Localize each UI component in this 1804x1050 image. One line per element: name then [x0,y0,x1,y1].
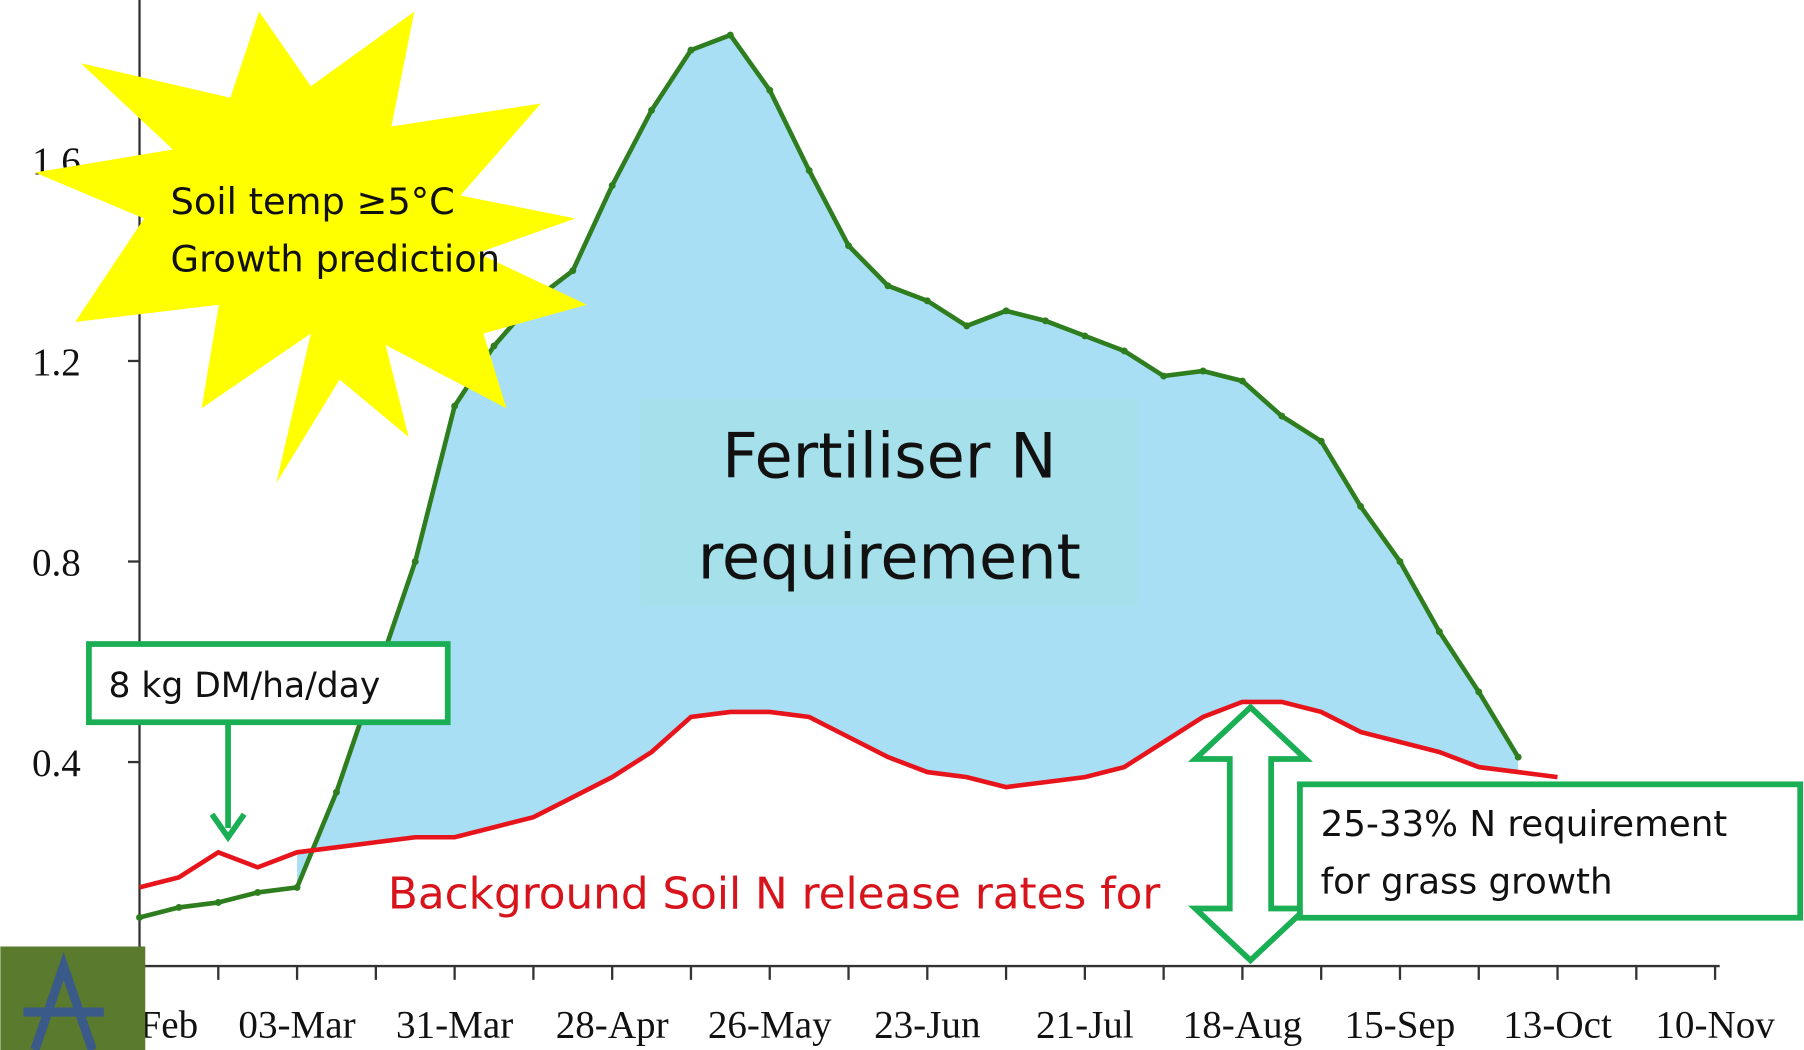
point [1514,753,1522,761]
point [1160,372,1168,380]
x-tick-label: Feb [140,1003,199,1046]
point [923,297,931,305]
point [963,322,971,330]
sun-burst [34,11,587,484]
x-tick-label: 18-Aug [1183,1003,1302,1046]
point [1435,628,1443,636]
point [805,167,813,174]
y-tick-label: 1.2 [32,341,81,384]
dm-text: 8 kg DM/ha/day [108,666,380,706]
point [1042,317,1049,325]
background-text: Background Soil N release rates for [388,869,1160,920]
y-tick-label: 0.4 [32,742,81,785]
point [1278,412,1286,420]
point [726,31,734,39]
point [1396,558,1404,565]
x-tick-label: 03-Mar [238,1003,355,1046]
point [1475,688,1483,696]
point [1238,377,1246,385]
point [884,282,892,290]
point [490,342,498,350]
x-tick-label: 15-Sep [1345,1003,1456,1046]
series-line [138,699,1558,890]
point [1081,332,1089,340]
point [293,883,301,891]
x-tick-label: 28-Apr [556,1003,669,1046]
x-tick-label: 23-Jun [874,1003,980,1046]
sun-text: Soil temp ≥5°C [171,180,455,223]
point [569,267,577,275]
point [1002,307,1010,315]
point [766,86,774,94]
sun-text: Growth prediction [171,237,501,280]
point [1199,367,1207,375]
fert-box [640,399,1138,607]
point [333,788,340,796]
y-tick-label: 0.8 [32,541,81,584]
point [175,903,183,911]
point [648,106,656,114]
dm-arrow-head [209,812,247,843]
point [1120,347,1128,355]
x-tick-label: 13-Oct [1503,1003,1612,1046]
pct-text: 25-33% N requirement [1321,804,1728,845]
point [254,888,262,896]
point [687,46,695,54]
point [214,898,222,906]
x-tick-label: 31-Mar [396,1003,513,1046]
point [608,182,616,189]
dm-box [86,641,451,726]
fert-text: requirement [698,520,1081,593]
fert-text: Fertiliser N [722,419,1056,492]
pct-box [1297,781,1804,921]
x-tick-label: 26-May [708,1003,832,1046]
point [136,914,143,921]
x-tick-label: 21-Jul [1036,1003,1134,1046]
photo-detail [23,951,104,1050]
double-arrow [1187,703,1313,965]
point [411,558,419,565]
pct-text: for grass growth [1321,862,1613,903]
point [845,242,852,250]
point [1357,502,1365,510]
x-tick-label: 10-Nov [1655,1003,1775,1046]
point [1317,437,1325,445]
point [451,402,459,410]
